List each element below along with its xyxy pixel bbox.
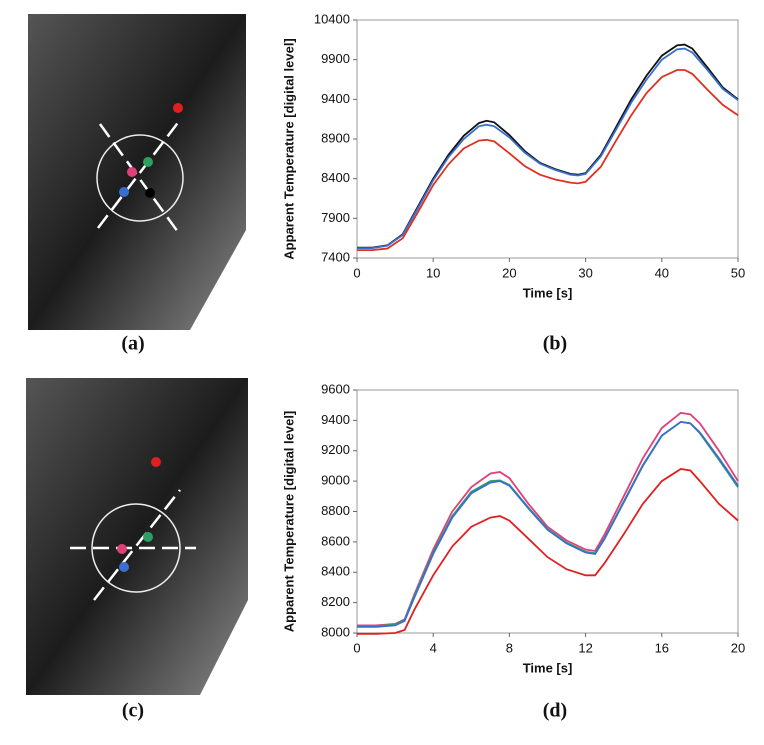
panel-label: (a) — [121, 333, 144, 355]
x-tick-label: 20 — [502, 265, 516, 280]
x-axis-label: Time [s] — [523, 660, 573, 675]
data-line — [357, 411, 739, 627]
y-tick-label: 7400 — [321, 249, 350, 264]
y-tick-label: 9200 — [321, 442, 350, 457]
x-tick-label: 10 — [426, 265, 440, 280]
data-line — [357, 468, 739, 635]
data-line — [357, 47, 739, 249]
y-tick-label: 8900 — [321, 130, 350, 145]
y-tick-label: 9900 — [321, 51, 350, 66]
y-tick-label: 10400 — [314, 11, 350, 26]
y-tick-label: 9400 — [321, 412, 350, 427]
x-axis-label: Time [s] — [523, 285, 573, 300]
x-tick-label: 20 — [731, 640, 745, 655]
data-line — [357, 69, 739, 251]
plot-frame — [356, 19, 739, 259]
data-line — [357, 420, 739, 628]
x-tick-label: 50 — [731, 265, 745, 280]
y-tick-label: 8600 — [321, 533, 350, 548]
y-tick-label: 7900 — [321, 210, 350, 225]
thermal-image — [26, 378, 248, 695]
x-tick-label: 0 — [353, 640, 360, 655]
x-tick-label: 12 — [578, 640, 592, 655]
x-tick-label: 4 — [430, 640, 437, 655]
panel-label: (b) — [543, 333, 567, 355]
y-axis-label: Apparent Temperature [digital level] — [281, 38, 296, 260]
y-tick-label: 8200 — [321, 594, 350, 609]
x-tick-label: 8 — [506, 640, 513, 655]
y-tick-label: 9400 — [321, 91, 350, 106]
y-axis-label: Apparent Temperature [digital level] — [281, 411, 296, 633]
panel-label: (c) — [122, 700, 144, 722]
y-tick-label: 8000 — [321, 624, 350, 639]
x-tick-label: 16 — [655, 640, 669, 655]
x-tick-label: 40 — [655, 265, 669, 280]
panel-label: (d) — [543, 700, 567, 722]
y-tick-label: 9000 — [321, 473, 350, 488]
y-tick-label: 9600 — [321, 381, 350, 396]
y-tick-label: 8400 — [321, 564, 350, 579]
x-tick-label: 30 — [578, 265, 592, 280]
y-tick-label: 8800 — [321, 503, 350, 518]
x-tick-label: 0 — [353, 265, 360, 280]
data-line — [357, 420, 739, 628]
y-tick-label: 8400 — [321, 170, 350, 185]
thermal-image — [28, 14, 246, 330]
